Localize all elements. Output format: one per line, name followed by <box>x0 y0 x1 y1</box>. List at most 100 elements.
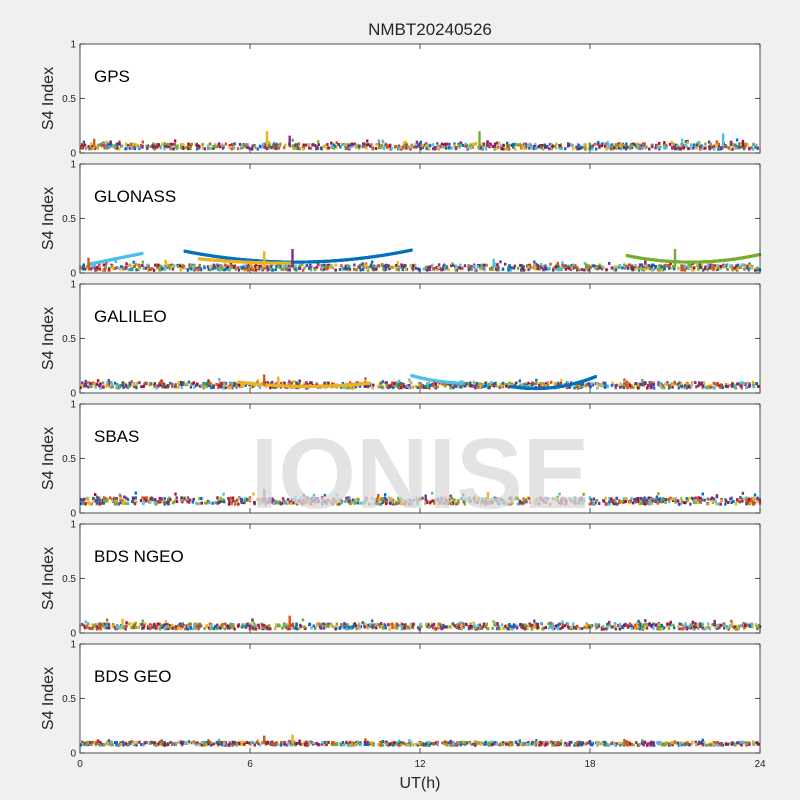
data-point <box>660 500 663 504</box>
data-point <box>403 141 406 145</box>
data-point <box>116 382 119 386</box>
data-point <box>564 267 568 271</box>
data-point <box>712 147 716 151</box>
arc-point <box>594 375 597 379</box>
data-point <box>461 266 464 270</box>
data-point <box>174 492 177 496</box>
data-point <box>590 499 593 503</box>
data-point <box>515 381 518 385</box>
data-point <box>540 497 544 501</box>
data-point <box>84 502 87 506</box>
data-point <box>604 144 607 148</box>
data-point <box>741 499 744 503</box>
data-point <box>270 266 273 270</box>
data-point <box>483 385 486 388</box>
data-point <box>664 501 667 505</box>
data-point <box>93 145 96 149</box>
data-point <box>552 267 555 270</box>
data-point <box>454 384 457 388</box>
arc-point <box>288 261 291 265</box>
data-point <box>597 140 600 144</box>
data-point <box>332 146 336 150</box>
data-point <box>515 626 519 630</box>
data-point <box>590 147 594 151</box>
data-point <box>632 386 635 389</box>
data-point <box>519 264 522 268</box>
data-point <box>597 265 601 269</box>
data-point <box>540 146 544 150</box>
data-point <box>388 499 392 503</box>
data-point <box>94 385 97 389</box>
data-point <box>120 498 124 502</box>
data-point <box>340 264 343 268</box>
data-point <box>330 264 334 268</box>
data-point <box>156 265 159 269</box>
data-point <box>578 382 581 386</box>
data-point <box>217 144 220 148</box>
data-point <box>729 265 732 269</box>
data-point <box>678 627 681 631</box>
data-point <box>495 384 498 388</box>
data-point <box>680 138 684 142</box>
arc-point <box>461 381 464 385</box>
data-point <box>683 268 687 272</box>
data-point <box>185 497 188 501</box>
data-point <box>220 265 223 269</box>
data-point <box>582 492 585 496</box>
data-point <box>111 145 114 149</box>
data-point <box>552 497 555 501</box>
data-point <box>264 145 267 149</box>
data-point <box>543 145 547 149</box>
data-point <box>532 147 535 151</box>
data-point <box>650 265 653 268</box>
data-point <box>445 498 448 502</box>
data-point <box>697 496 700 500</box>
data-point <box>736 498 739 502</box>
data-point <box>107 144 111 148</box>
data-point <box>672 264 675 268</box>
data-point <box>643 499 647 503</box>
data-point <box>481 146 485 150</box>
data-point <box>482 263 486 267</box>
spike-point <box>84 379 87 386</box>
data-point <box>377 494 380 497</box>
data-point <box>200 384 203 388</box>
data-point <box>302 493 305 497</box>
data-point <box>416 267 420 271</box>
data-point <box>730 143 733 147</box>
data-point <box>286 268 290 272</box>
data-point <box>206 144 210 148</box>
data-point <box>113 267 117 270</box>
data-point <box>493 144 497 148</box>
data-point <box>140 385 143 389</box>
data-point <box>217 267 220 270</box>
data-point <box>362 502 365 506</box>
data-point <box>158 496 161 500</box>
data-point <box>533 260 536 264</box>
data-point <box>417 383 421 387</box>
data-point <box>158 264 161 268</box>
data-point <box>160 265 163 268</box>
spike-point <box>741 139 745 147</box>
data-point <box>261 144 264 148</box>
data-point <box>196 502 200 506</box>
data-point <box>557 268 560 272</box>
data-point <box>240 501 243 505</box>
data-point <box>536 264 539 268</box>
data-point <box>680 268 683 272</box>
data-point <box>565 499 568 503</box>
data-point <box>560 502 564 506</box>
data-point <box>298 379 301 383</box>
data-point <box>472 142 475 146</box>
data-point <box>522 265 525 269</box>
data-point <box>95 382 98 386</box>
data-point <box>175 496 178 500</box>
data-point <box>570 264 573 267</box>
data-point <box>655 144 659 148</box>
data-point <box>560 146 563 150</box>
data-point <box>98 497 102 501</box>
data-point <box>354 624 358 628</box>
data-point <box>101 498 104 502</box>
data-point <box>418 497 421 501</box>
data-point <box>164 266 168 270</box>
